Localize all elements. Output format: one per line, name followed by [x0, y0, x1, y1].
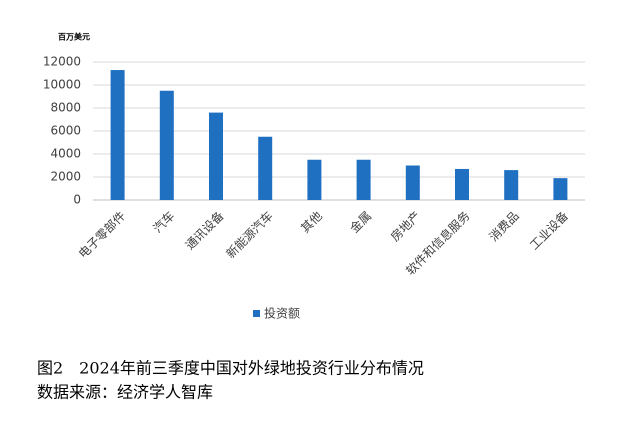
bar — [356, 159, 371, 200]
y-tick-label: 2000 — [50, 170, 81, 184]
x-tick-label: 工业设备 — [527, 209, 571, 253]
x-tick-label: 汽车 — [150, 208, 178, 236]
x-tick-label: 其他 — [298, 209, 325, 236]
y-tick-label: 12000 — [43, 55, 81, 69]
bar — [110, 70, 125, 200]
x-tick-label: 电子零部件 — [75, 208, 128, 261]
x-tick-label: 通讯设备 — [183, 209, 227, 253]
bar — [307, 159, 322, 200]
y-tick-label: 6000 — [50, 124, 81, 138]
caption: 图2 2024年前三季度中国对外绿地投资行业分布情况 — [37, 359, 424, 378]
bar — [258, 136, 273, 200]
y-tick-label: 10000 — [43, 78, 81, 92]
bar — [504, 170, 519, 200]
y-tick-label: 4000 — [50, 147, 81, 161]
y-unit-label: 百万美元 — [58, 32, 90, 42]
bar — [455, 168, 469, 200]
x-tick-label: 消费品 — [486, 209, 521, 244]
legend-swatch — [253, 310, 260, 317]
bar — [553, 178, 568, 200]
x-tick-label: 金属 — [347, 208, 375, 236]
y-tick-label: 8000 — [50, 101, 81, 115]
x-tick-label: 新能源汽车 — [223, 208, 276, 261]
bar — [209, 112, 223, 200]
bar — [405, 165, 420, 200]
legend-label: 投资额 — [264, 306, 300, 321]
x-tick-label: 房地产 — [387, 208, 423, 244]
bar — [159, 90, 174, 200]
caption: 数据来源：经济学人智库 — [37, 383, 213, 402]
y-tick-label: 0 — [73, 193, 81, 207]
